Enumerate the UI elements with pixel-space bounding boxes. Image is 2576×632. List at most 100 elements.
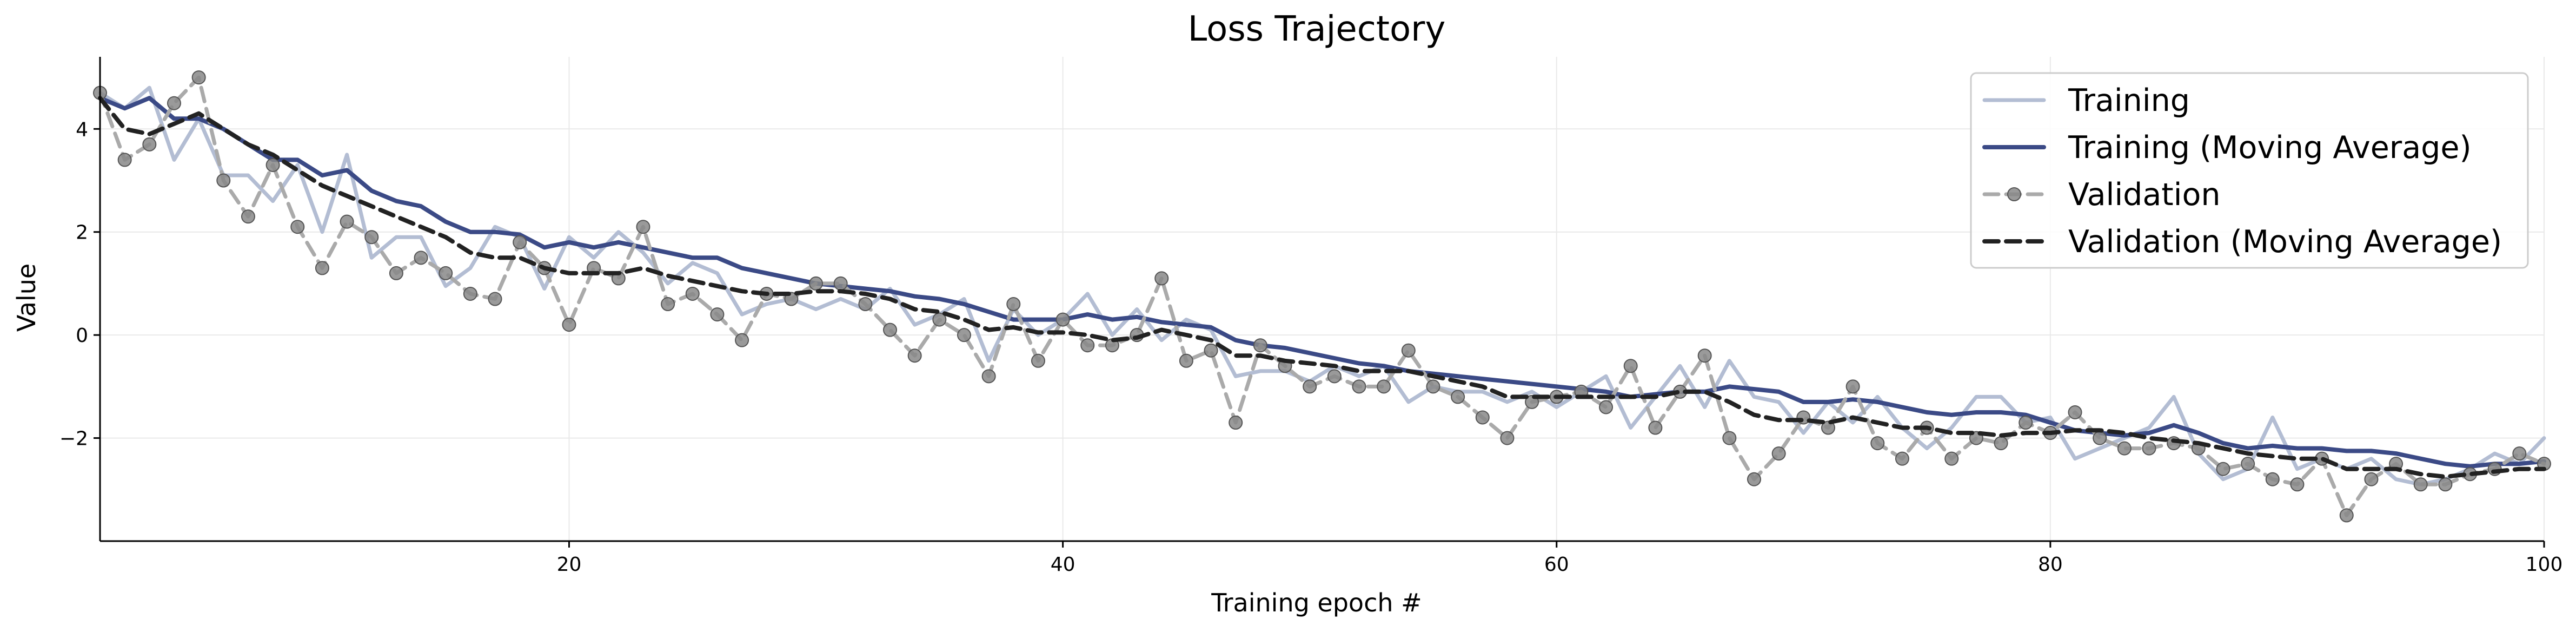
validation-point [2019,416,2033,430]
validation-point [191,70,206,85]
y-tick-label: 2 [76,222,88,244]
validation-point [1229,416,1243,430]
validation-point [685,286,700,301]
validation-point [1377,379,1391,394]
validation-point [1722,431,1737,445]
validation-point [1154,271,1169,286]
validation-point [1648,420,1663,435]
validation-point [1031,353,1045,368]
validation-point [2093,431,2107,445]
legend-label: Training (Moving Average) [2068,130,2472,166]
validation-point [957,328,971,343]
validation-point [1845,379,1860,394]
validation-point [2265,472,2280,486]
validation-point [981,369,996,384]
validation-point [858,297,873,312]
validation-point [315,261,329,275]
validation-point [1055,312,1070,327]
validation-point [2364,472,2379,486]
validation-point [1451,390,1465,404]
validation-point [2068,405,2082,419]
validation-point [710,307,725,322]
axes: 20 40 60 80 100 −2 0 2 4 [59,57,2562,576]
validation-point [1623,359,1638,373]
validation-point [2142,441,2156,456]
validation-point [1944,451,1959,466]
validation-point [2117,441,2132,456]
validation-point [2290,477,2305,492]
validation-point [636,220,650,234]
validation-point [117,153,132,167]
validation-point [1179,353,1193,368]
y-tick-label: 4 [76,119,88,141]
y-axis-label: Value [12,264,41,332]
validation-point [2339,508,2354,523]
x-tick-label: 100 [2526,554,2563,576]
validation-point [2413,477,2428,492]
series-line-3 [98,96,2546,479]
validation-point [439,266,453,280]
validation-point [414,251,428,265]
validation-point [1006,297,1021,312]
y-tick-label: −2 [59,428,88,450]
validation-point [265,157,280,172]
x-tick-label: 20 [557,554,582,576]
validation-point [2216,462,2230,476]
validation-point [1500,431,1515,445]
validation-point [488,292,502,306]
x-tick-label: 60 [1544,554,1569,576]
legend-label: Validation (Moving Average) [2068,224,2502,260]
validation-point [1080,338,1095,353]
validation-point [241,209,255,224]
validation-point [1253,338,1267,353]
validation-point [340,214,354,229]
y-tick-label: 0 [76,325,88,347]
validation-point [1401,343,1416,358]
validation-point [1771,446,1786,461]
validation-point [1870,436,1885,451]
validation-point [2512,446,2527,461]
legend-box [1970,72,2529,269]
validation-point [833,276,848,291]
validation-point [1327,369,1342,384]
validation-point [1821,420,1835,435]
validation-point [167,96,181,110]
validation-point [1475,410,1490,425]
validation-point [364,230,379,245]
x-tick-label: 80 [2038,554,2063,576]
validation-point [216,173,231,188]
x-axis-label: Training epoch # [1211,588,1422,617]
validation-point [290,220,305,234]
x-tick-label: 40 [1051,554,1075,576]
validation-point [1747,472,1761,486]
validation-point [809,276,824,291]
validation-point [2241,457,2255,471]
validation-point [562,318,576,332]
validation-point [1303,379,1317,394]
validation-point [1697,348,1712,363]
validation-point [1895,451,1909,466]
validation-point [932,312,947,327]
series-line-2 [98,75,2546,517]
validation-point [2438,477,2453,492]
validation-point [1994,436,2008,451]
legend-label: Training [2068,83,2190,119]
validation-point [1426,379,1440,394]
chart-title: Loss Trajectory [1188,9,1446,49]
validation-point [907,348,922,363]
validation-point [389,266,403,280]
validation-point [513,235,527,249]
validation-point [1352,379,1366,394]
validation-point [883,322,898,337]
series-group [93,70,2551,523]
validation-point [1204,343,1218,358]
validation-point [661,297,675,312]
legend-marker [2007,187,2021,201]
validation-point [1599,400,1614,414]
validation-point [463,286,477,301]
validation-point [735,333,749,347]
validation-point [142,137,157,152]
legend: Training Training (Moving Average) Validat… [1970,72,2529,269]
